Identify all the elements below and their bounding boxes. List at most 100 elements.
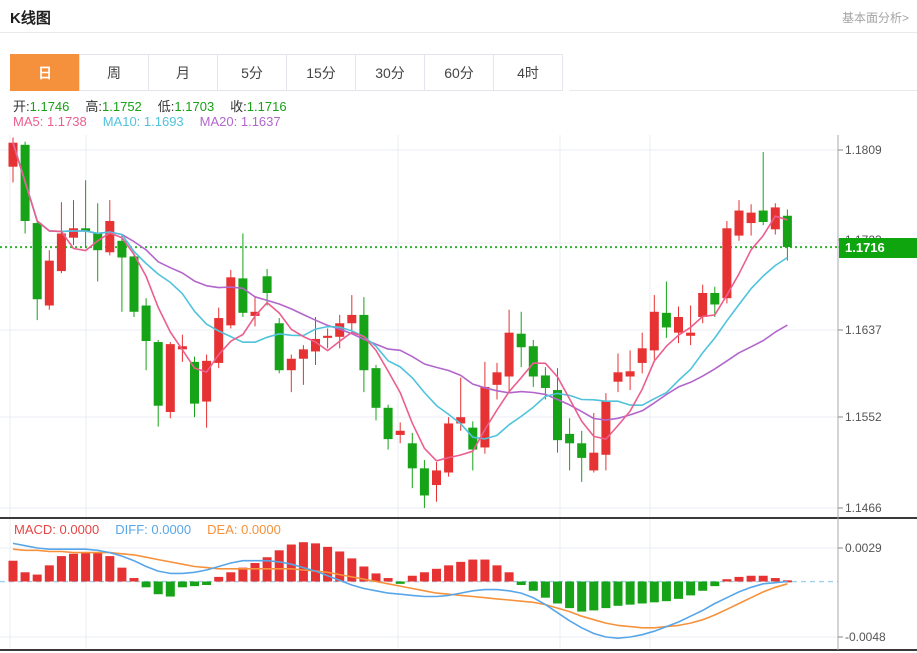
- macd-bar: [347, 558, 357, 582]
- macd-bar: [190, 581, 199, 587]
- macd-bar: [674, 581, 683, 599]
- tab-baseline: [569, 90, 917, 91]
- candle: [589, 413, 599, 473]
- candle: [637, 332, 647, 374]
- timeframe-tabs: 日周月 5分 15分 30分 60分 4时: [10, 54, 563, 91]
- tab-4时[interactable]: 4时: [493, 54, 563, 91]
- ohlc-label: 收:: [230, 99, 247, 114]
- tab-60分[interactable]: 60分: [424, 54, 494, 91]
- candle: [165, 342, 175, 419]
- tab-5分[interactable]: 5分: [217, 54, 287, 91]
- macd-bar: [698, 581, 708, 591]
- macd-bar: [81, 552, 91, 582]
- candle: [323, 328, 333, 349]
- candle: [758, 152, 768, 226]
- candle: [177, 334, 187, 362]
- macd-bar: [661, 581, 671, 602]
- macd-bar: [601, 581, 611, 609]
- candle: [298, 345, 308, 385]
- tab-周[interactable]: 周: [79, 54, 149, 91]
- fundamental-analysis-link[interactable]: 基本面分析>: [841, 11, 909, 25]
- macd-bar: [468, 559, 478, 582]
- axis-ticks: [838, 149, 843, 638]
- candle: [516, 311, 526, 368]
- macd-bar: [480, 559, 490, 582]
- candle: [44, 250, 54, 310]
- ohlc-label: 开:: [13, 99, 30, 114]
- candle: [468, 421, 478, 471]
- candle: [419, 459, 429, 508]
- candle: [69, 200, 78, 245]
- macd-bar: [359, 566, 369, 582]
- candle: [492, 362, 502, 400]
- candles-layer: [8, 137, 792, 508]
- macd-bar: [105, 556, 115, 582]
- macd-bar: [782, 580, 792, 583]
- candle: [553, 368, 562, 453]
- macd-bar: [589, 581, 599, 611]
- candle: [407, 432, 417, 489]
- page-title: K线图: [10, 10, 51, 27]
- price-axis-label: 1.1466: [845, 501, 882, 515]
- candle: [262, 268, 272, 306]
- macd-bar: [770, 578, 780, 582]
- tab-30分[interactable]: 30分: [355, 54, 425, 91]
- ma-legend: MA5: 1.1738 MA10: 1.1693 MA20: 1.1637: [13, 114, 297, 129]
- macd-bar: [722, 579, 732, 582]
- candle: [81, 180, 91, 249]
- macd-bar: [129, 578, 139, 582]
- ma20-line: [12, 142, 788, 421]
- macd-bar: [371, 573, 381, 582]
- dea-line: [12, 548, 788, 629]
- ohlc-label: 低:: [157, 99, 175, 114]
- candle: [746, 204, 756, 236]
- macd-bar: [456, 561, 466, 582]
- candle: [359, 297, 369, 393]
- macd-bar: [407, 575, 417, 582]
- candle: [105, 200, 115, 256]
- macd-bar: [153, 581, 163, 595]
- candle: [504, 309, 514, 394]
- candle: [456, 377, 466, 431]
- header-divider: [0, 32, 917, 33]
- price-axis-label: 1.1637: [845, 323, 882, 337]
- candle: [613, 353, 623, 393]
- macd-bar: [395, 581, 405, 584]
- candle: [141, 298, 151, 371]
- tab-15分[interactable]: 15分: [286, 54, 356, 91]
- macd-bar: [69, 553, 78, 582]
- macd-bar: [553, 581, 562, 604]
- macd-bar: [286, 544, 296, 582]
- candle: [250, 297, 260, 327]
- macd-bar: [323, 546, 333, 582]
- candle: [20, 141, 30, 234]
- ma-legend-item: MA10: 1.1693: [102, 114, 184, 129]
- macd-bar: [577, 581, 587, 612]
- candle: [311, 316, 320, 366]
- tab-日[interactable]: 日: [10, 54, 80, 91]
- ohlc-label: 高:: [85, 99, 103, 114]
- macd-legend-item: DEA: 0.0000: [207, 522, 281, 537]
- ma10-line: [12, 142, 788, 440]
- macd-bar: [444, 565, 454, 582]
- macd-bar: [540, 581, 550, 598]
- ohlc-value: 1.1716: [246, 99, 287, 114]
- candle: [661, 281, 671, 338]
- ohlc-value: 1.1703: [174, 99, 215, 114]
- macd-bar: [383, 578, 393, 582]
- macd-axis-label: 0.0029: [845, 541, 882, 555]
- macd-histogram-layer: [8, 542, 792, 612]
- current-price-badge: 1.1716: [839, 238, 917, 258]
- macd-bar: [492, 565, 502, 582]
- macd-bar: [177, 581, 187, 588]
- macd-bar: [746, 575, 756, 582]
- macd-bar: [56, 556, 66, 582]
- ohlc-value: 1.1752: [102, 99, 142, 114]
- candle: [347, 295, 357, 332]
- candle: [286, 354, 296, 393]
- candle: [649, 295, 659, 360]
- macd-bar: [165, 581, 175, 597]
- tab-月[interactable]: 月: [148, 54, 218, 91]
